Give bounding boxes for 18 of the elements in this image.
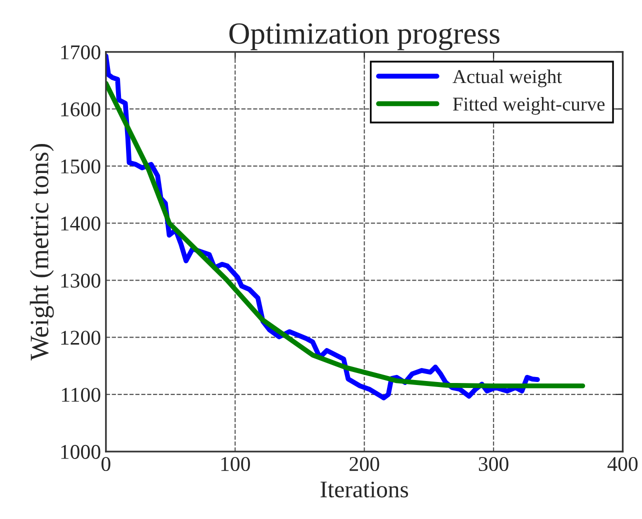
y-tick-label: 1000 bbox=[61, 444, 100, 459]
x-tick-label: 100 bbox=[221, 456, 250, 472]
x-axis-title: Iterations bbox=[320, 482, 408, 498]
y-tick-label: 1100 bbox=[62, 388, 100, 402]
legend-label: Actual weight bbox=[452, 70, 562, 88]
legend-label: Fitted weight-curve bbox=[452, 97, 605, 115]
y-tick-label: 1700 bbox=[61, 45, 100, 60]
chart-title: Optimization progress bbox=[229, 23, 500, 50]
y-tick-label: 1600 bbox=[61, 102, 100, 116]
y-tick-label: 1400 bbox=[61, 216, 100, 231]
y-tick-label: 1200 bbox=[61, 330, 100, 345]
y-axis-title: Weight (metric tons) bbox=[30, 144, 54, 361]
y-tick-label: 1500 bbox=[61, 159, 100, 174]
x-tick-label: 400 bbox=[608, 456, 638, 472]
x-tick-label: 0 bbox=[102, 456, 110, 472]
x-tick-label: 200 bbox=[350, 456, 380, 472]
y-tick-label: 1300 bbox=[61, 274, 100, 288]
x-tick-label: 300 bbox=[478, 456, 508, 472]
